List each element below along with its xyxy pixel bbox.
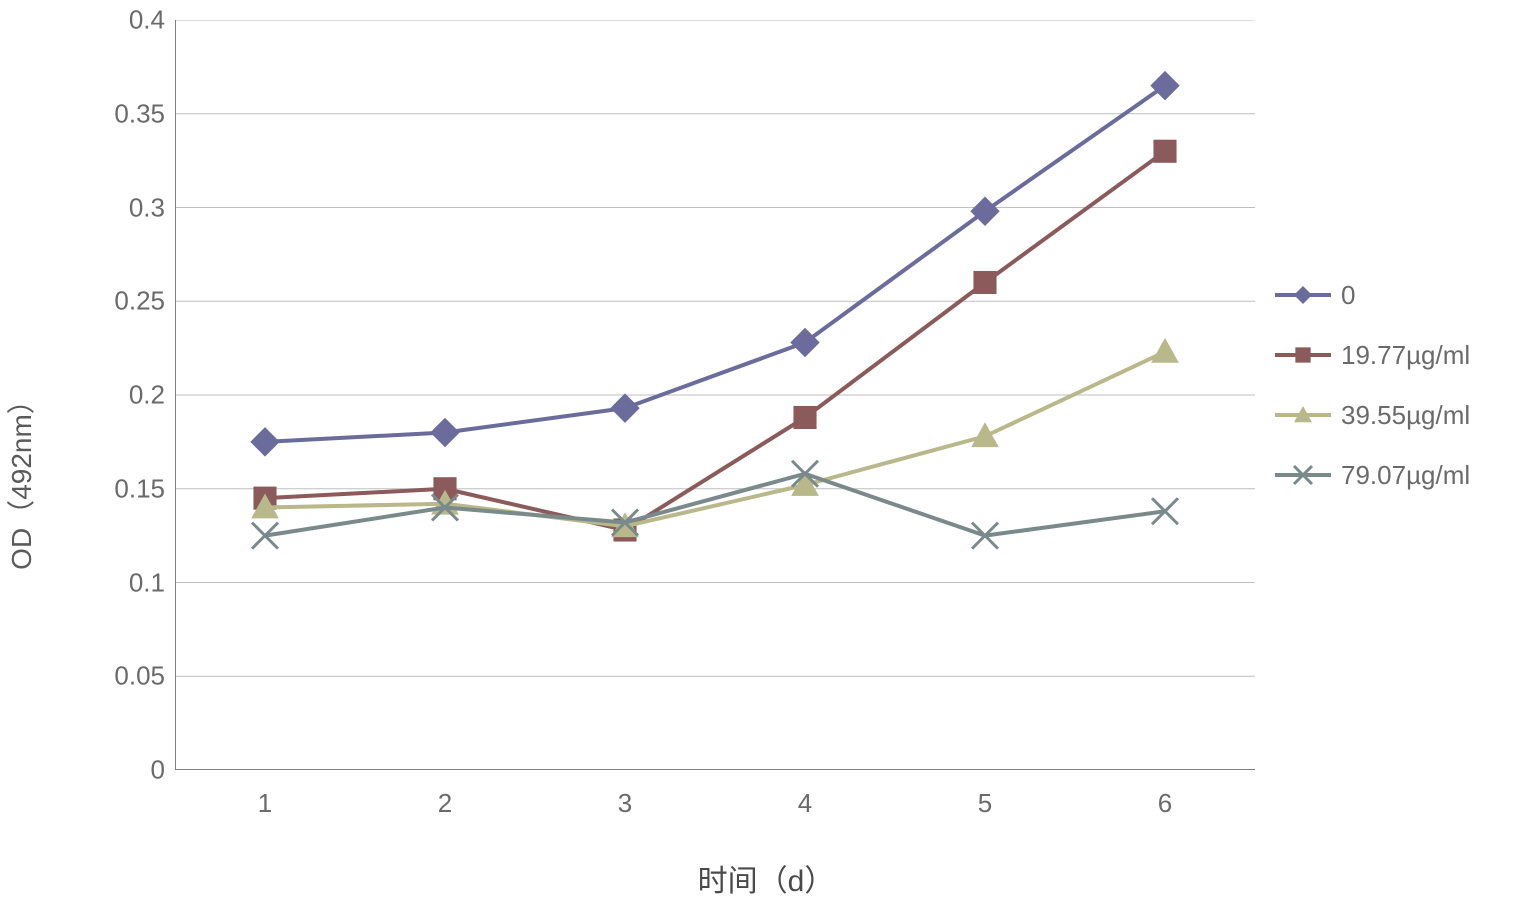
y-tick-label: 0.2	[95, 380, 165, 411]
legend-swatch	[1275, 342, 1331, 368]
legend-swatch	[1275, 282, 1331, 308]
y-tick-label: 0.35	[95, 98, 165, 129]
x-tick-label: 3	[618, 788, 632, 819]
plot-area: 00.050.10.150.20.250.30.350.4123456	[175, 20, 1255, 770]
series-39.55µg/ml	[252, 339, 1178, 537]
legend-label: 19.77µg/ml	[1341, 340, 1470, 371]
series-0	[251, 72, 1179, 456]
legend-item: 0	[1275, 280, 1470, 310]
x-tick-label: 6	[1158, 788, 1172, 819]
legend-item: 19.77µg/ml	[1275, 340, 1470, 370]
y-tick-label: 0	[95, 755, 165, 786]
x-tick-label: 1	[258, 788, 272, 819]
legend: 0 19.77µg/ml 39.55µg/ml 79.07µg/ml	[1275, 280, 1470, 520]
y-tick-label: 0.3	[95, 192, 165, 223]
legend-item: 39.55µg/ml	[1275, 400, 1470, 430]
legend-swatch	[1275, 402, 1331, 428]
y-tick-label: 0.05	[95, 661, 165, 692]
legend-swatch	[1275, 462, 1331, 488]
x-tick-label: 2	[438, 788, 452, 819]
x-axis-title: 时间（d）	[698, 856, 835, 900]
y-axis-title: OD（492nm）	[0, 386, 40, 570]
legend-label: 0	[1341, 280, 1355, 311]
y-tick-label: 0.1	[95, 567, 165, 598]
series-19.77µg/ml	[254, 140, 1176, 541]
legend-item: 79.07µg/ml	[1275, 460, 1470, 490]
y-tick-label: 0.25	[95, 286, 165, 317]
x-tick-label: 5	[978, 788, 992, 819]
x-tick-label: 4	[798, 788, 812, 819]
plot-svg	[175, 20, 1255, 770]
legend-label: 39.55µg/ml	[1341, 400, 1470, 431]
y-tick-label: 0.4	[95, 5, 165, 36]
y-tick-label: 0.15	[95, 473, 165, 504]
legend-label: 79.07µg/ml	[1341, 460, 1470, 491]
chart-container: OD（492nm） 00.050.10.150.20.250.30.350.41…	[0, 0, 1532, 915]
